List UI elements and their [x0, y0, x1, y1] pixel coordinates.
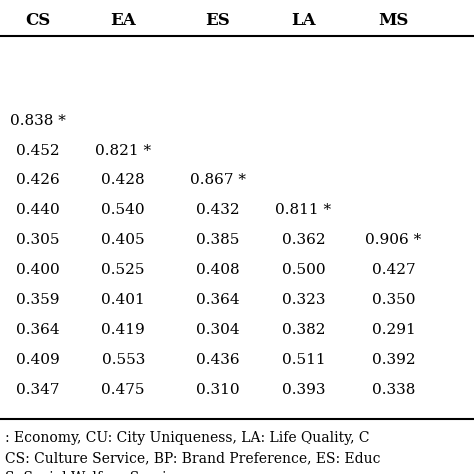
Text: 0.426: 0.426 — [16, 173, 60, 188]
Text: 0.323: 0.323 — [282, 293, 325, 307]
Text: 0.540: 0.540 — [101, 203, 145, 218]
Text: 0.364: 0.364 — [16, 323, 60, 337]
Text: MS: MS — [378, 12, 409, 29]
Text: 0.452: 0.452 — [16, 144, 60, 158]
Text: 0.338: 0.338 — [372, 383, 415, 397]
Text: 0.400: 0.400 — [16, 263, 60, 277]
Text: 0.408: 0.408 — [196, 263, 240, 277]
Text: 0.291: 0.291 — [372, 323, 415, 337]
Text: 0.436: 0.436 — [196, 353, 240, 367]
Text: 0.821 *: 0.821 * — [95, 144, 151, 158]
Text: 0.310: 0.310 — [196, 383, 240, 397]
Text: 0.392: 0.392 — [372, 353, 415, 367]
Text: 0.475: 0.475 — [101, 383, 145, 397]
Text: 0.511: 0.511 — [282, 353, 325, 367]
Text: 0.401: 0.401 — [101, 293, 145, 307]
Text: : Economy, CU: City Uniqueness, LA: Life Quality, C: : Economy, CU: City Uniqueness, LA: Life… — [5, 431, 369, 446]
Text: 0.428: 0.428 — [101, 173, 145, 188]
Text: 0.867 *: 0.867 * — [190, 173, 246, 188]
Text: 0.350: 0.350 — [372, 293, 415, 307]
Text: 0.409: 0.409 — [16, 353, 60, 367]
Text: 0.432: 0.432 — [196, 203, 240, 218]
Text: 0.906 *: 0.906 * — [365, 233, 421, 247]
Text: 0.304: 0.304 — [196, 323, 240, 337]
Text: LA: LA — [291, 12, 316, 29]
Text: 0.382: 0.382 — [282, 323, 325, 337]
Text: 0.500: 0.500 — [282, 263, 325, 277]
Text: 0.419: 0.419 — [101, 323, 145, 337]
Text: 0.440: 0.440 — [16, 203, 60, 218]
Text: 0.553: 0.553 — [101, 353, 145, 367]
Text: 0.385: 0.385 — [196, 233, 240, 247]
Text: 0.525: 0.525 — [101, 263, 145, 277]
Text: S: Social Welfare Service.: S: Social Welfare Service. — [5, 471, 187, 474]
Text: 0.838 *: 0.838 * — [10, 114, 66, 128]
Text: ES: ES — [206, 12, 230, 29]
Text: 0.811 *: 0.811 * — [275, 203, 331, 218]
Text: CS: Culture Service, BP: Brand Preference, ES: Educ: CS: Culture Service, BP: Brand Preferenc… — [5, 451, 380, 465]
Text: 0.405: 0.405 — [101, 233, 145, 247]
Text: 0.362: 0.362 — [282, 233, 325, 247]
Text: EA: EA — [110, 12, 136, 29]
Text: 0.347: 0.347 — [16, 383, 60, 397]
Text: 0.427: 0.427 — [372, 263, 415, 277]
Text: 0.305: 0.305 — [16, 233, 60, 247]
Text: CS: CS — [25, 12, 51, 29]
Text: 0.359: 0.359 — [16, 293, 60, 307]
Text: 0.393: 0.393 — [282, 383, 325, 397]
Text: 0.364: 0.364 — [196, 293, 240, 307]
